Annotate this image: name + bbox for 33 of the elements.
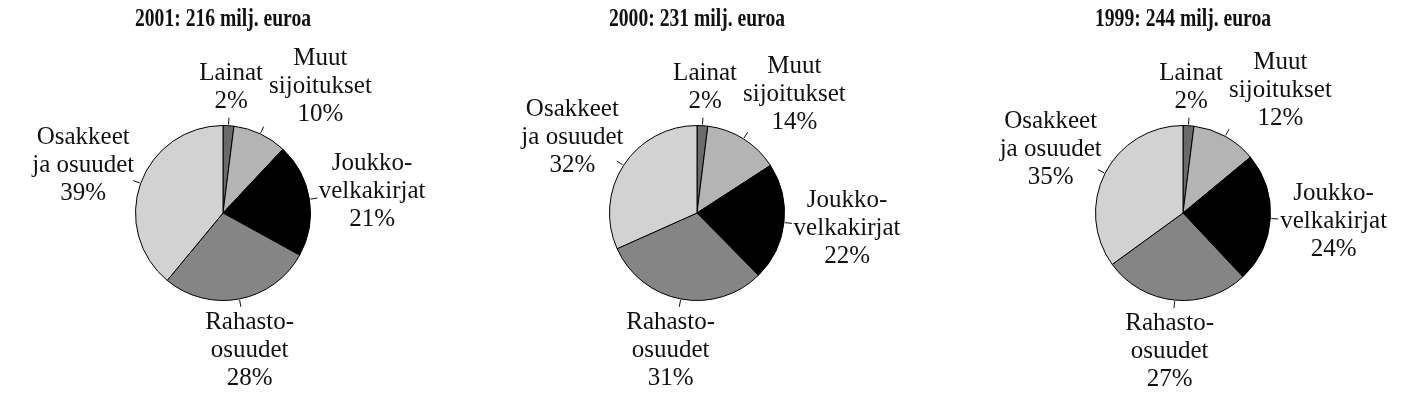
slice-label: Muut sijoitukset <box>742 51 846 107</box>
slice-label: Rahasto-osuudet <box>1125 308 1215 364</box>
data-label: 28% <box>226 362 273 390</box>
data-label: 31% <box>647 362 694 390</box>
slice-label: Osakkeet ja osuudet <box>520 93 624 149</box>
data-label: 12% <box>1257 103 1304 131</box>
slice-label: Joukko-velkakirjat <box>793 184 901 240</box>
chart-title: 2001: 216 milj. euroa <box>135 2 312 32</box>
chart-title: 1999: 244 milj. euroa <box>1095 2 1272 32</box>
slice-label: Lainat <box>673 58 738 86</box>
data-label: 14% <box>771 107 818 135</box>
slice-label: Lainat <box>1159 58 1224 86</box>
data-label: 24% <box>1310 234 1357 262</box>
slice-label: Muut sijoitukset <box>1229 47 1332 103</box>
data-label: 2% <box>214 86 248 114</box>
slice-label: Osakkeet ja osuudet <box>31 122 135 178</box>
slice-label: Rahasto-osuudet <box>626 306 716 362</box>
data-label: 27% <box>1146 364 1193 392</box>
slice-label: Joukko-velkakirjat <box>1280 178 1388 234</box>
data-label: 2% <box>1174 86 1208 114</box>
data-label: 32% <box>549 149 596 177</box>
data-label: 10% <box>297 99 344 127</box>
data-label: 22% <box>824 240 870 268</box>
data-label: 35% <box>1027 162 1074 190</box>
slice-label: Osakkeet ja osuudet <box>998 106 1102 162</box>
data-label: 39% <box>60 178 107 206</box>
slice-label: Joukko-velkakirjat <box>318 147 426 203</box>
chart-title: 2000: 231 milj. euroa <box>609 2 786 32</box>
slice-label: Muut sijoitukset <box>269 43 372 99</box>
data-label: 2% <box>688 86 722 114</box>
data-label: 21% <box>349 203 395 231</box>
slice-label: Rahasto-osuudet <box>205 306 295 362</box>
slice-label: Lainat <box>199 58 264 86</box>
